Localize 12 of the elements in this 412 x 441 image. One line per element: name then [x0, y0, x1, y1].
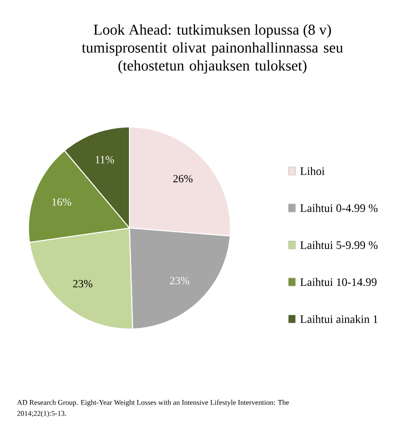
chart-title: Look Ahead: tutkimuksen lopussa (8 v) — [94, 24, 331, 38]
data-label: 16% — [52, 198, 71, 206]
data-label: 11% — [95, 156, 114, 164]
legend-label: Laihtui 5-9.99 % — [300, 240, 378, 250]
legend-label: Laihtui 10-14.99 — [300, 278, 376, 286]
data-label: 26% — [173, 174, 192, 182]
legend-label: Lihoi — [300, 166, 324, 176]
chart-subtitle: tumisprosentit olivat painonhallinnassa seu (tehostetun ohjauksen tulokset) — [82, 42, 343, 74]
data-label: 23% — [170, 276, 190, 284]
data-label: 23% — [72, 280, 92, 288]
legend-label: Laihtui ainakin 1 — [300, 314, 378, 324]
legend-label: Laihtui 0-4.99 % — [300, 204, 378, 212]
